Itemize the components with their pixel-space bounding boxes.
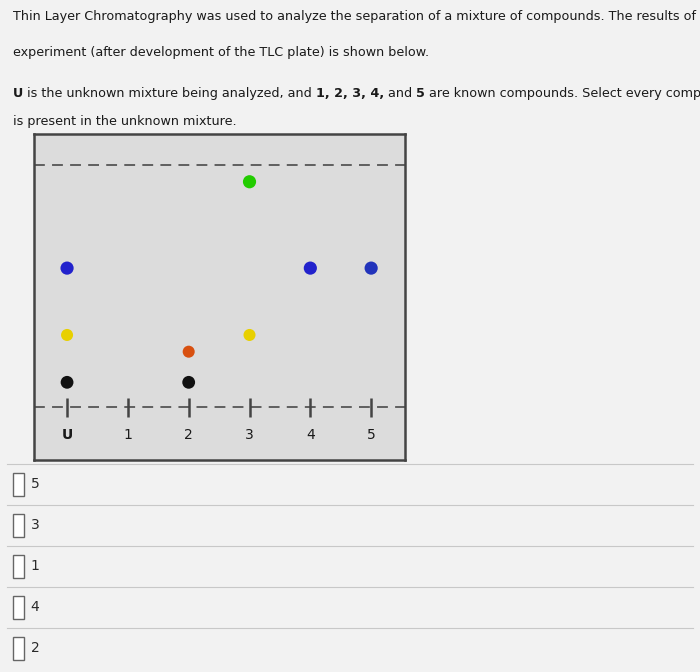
Point bbox=[244, 329, 255, 340]
Text: 5: 5 bbox=[416, 87, 425, 100]
Point bbox=[183, 346, 195, 357]
Bar bbox=[13, 596, 24, 619]
Text: 1: 1 bbox=[123, 428, 132, 442]
Text: 1: 1 bbox=[31, 559, 40, 573]
Point bbox=[304, 263, 316, 274]
Text: 5: 5 bbox=[31, 477, 39, 491]
Text: experiment (after development of the TLC plate) is shown below.: experiment (after development of the TLC… bbox=[13, 46, 428, 59]
Text: 5: 5 bbox=[367, 428, 375, 442]
Text: U: U bbox=[13, 87, 23, 100]
Text: is present in the unknown mixture.: is present in the unknown mixture. bbox=[13, 115, 236, 128]
Bar bbox=[13, 514, 24, 537]
Bar bbox=[13, 637, 24, 660]
Text: 1, 2, 3, 4,: 1, 2, 3, 4, bbox=[316, 87, 384, 100]
Point bbox=[244, 176, 255, 187]
Text: 4: 4 bbox=[306, 428, 315, 442]
Text: and: and bbox=[384, 87, 416, 100]
Text: 2: 2 bbox=[31, 641, 39, 655]
Text: is the unknown mixture being analyzed, and: is the unknown mixture being analyzed, a… bbox=[23, 87, 316, 100]
Point bbox=[62, 329, 73, 340]
Text: 4: 4 bbox=[31, 600, 39, 614]
Text: 3: 3 bbox=[245, 428, 254, 442]
Bar bbox=[13, 555, 24, 578]
Text: U: U bbox=[62, 428, 73, 442]
Point bbox=[62, 377, 73, 388]
Text: are known compounds. Select every compound that: are known compounds. Select every compou… bbox=[425, 87, 700, 100]
Point bbox=[183, 377, 195, 388]
Text: Thin Layer Chromatography was used to analyze the separation of a mixture of com: Thin Layer Chromatography was used to an… bbox=[13, 9, 700, 23]
Point bbox=[365, 263, 377, 274]
Text: 2: 2 bbox=[184, 428, 193, 442]
Text: 3: 3 bbox=[31, 518, 39, 532]
Bar bbox=[13, 473, 24, 496]
Point bbox=[62, 263, 73, 274]
